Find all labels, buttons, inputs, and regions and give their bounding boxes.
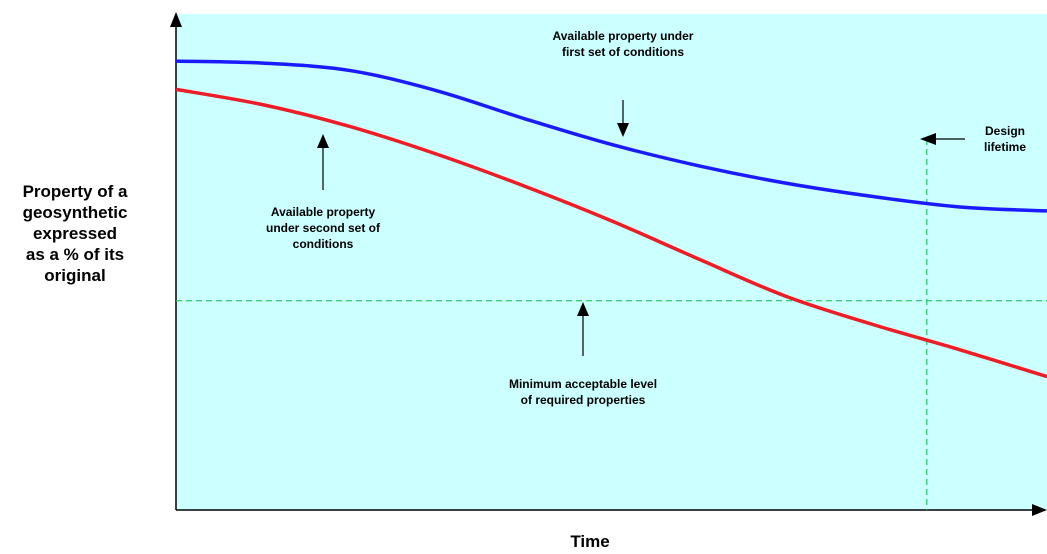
annotation-first-conditions: Available property under first set of con… xyxy=(513,28,733,60)
text-line: Design xyxy=(984,124,1025,138)
annotation-design-lifetime: Design lifetime xyxy=(965,123,1045,155)
text-line: as a % of its xyxy=(25,245,125,264)
y-axis-arrowhead xyxy=(170,12,182,27)
text-line: Property of a xyxy=(22,182,128,201)
arrow-minimum-level-head xyxy=(577,302,589,316)
plot-area xyxy=(176,14,1047,510)
second-conditions-curve xyxy=(175,87,1047,379)
text-line: lifetime xyxy=(983,140,1026,154)
y-axis-label: Property of a geosynthetic expressed as a %… xyxy=(0,181,150,286)
first-conditions-curve xyxy=(175,59,1047,213)
annotation-second-conditions: Available property under second set of con… xyxy=(233,204,413,252)
text-line: of required properties xyxy=(520,393,646,407)
text-line: geosynthetic xyxy=(22,203,128,222)
arrow-design-lifetime-head xyxy=(920,133,936,145)
text-line: Available property under xyxy=(552,29,694,43)
x-axis-arrowhead xyxy=(1032,504,1047,516)
series-layer xyxy=(175,59,1047,510)
text-line: Available property xyxy=(270,205,376,219)
text-line: original xyxy=(44,266,106,285)
text-line: conditions xyxy=(292,237,354,251)
text-line: Minimum acceptable level xyxy=(508,377,658,391)
arrow-second-conditions-head xyxy=(317,134,329,148)
text-line: under second set of xyxy=(265,221,381,235)
text-line: expressed xyxy=(32,224,118,243)
x-axis-label: Time xyxy=(570,532,610,551)
arrow-first-conditions-head xyxy=(617,123,629,137)
annotation-minimum-level: Minimum acceptable level of required prop… xyxy=(478,376,688,408)
text-line: first set of conditions xyxy=(561,45,684,59)
